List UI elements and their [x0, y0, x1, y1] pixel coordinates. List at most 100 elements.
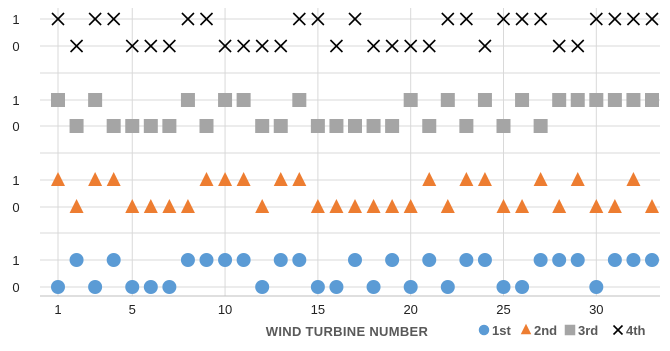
- point-1st-13: [273, 253, 288, 267]
- point-1st-14: [292, 253, 307, 267]
- point-2nd-6: [143, 199, 158, 213]
- point-2nd-10: [218, 172, 233, 186]
- legend-marker-3rd: [564, 324, 576, 336]
- point-4th-6: [144, 39, 158, 53]
- point-3rd-22: [440, 93, 455, 107]
- point-2nd-18: [366, 199, 381, 213]
- point-2nd-32: [626, 172, 641, 186]
- point-3rd-6: [143, 119, 158, 133]
- y-tick-label: 1: [12, 12, 19, 27]
- point-4th-8: [181, 12, 195, 26]
- point-2nd-2: [69, 199, 84, 213]
- point-3rd-4: [106, 119, 121, 133]
- point-3rd-1: [51, 93, 65, 107]
- point-2nd-28: [552, 199, 567, 213]
- x-tick-label: 10: [218, 302, 232, 317]
- point-4th-29: [571, 39, 585, 53]
- point-1st-8: [180, 253, 195, 267]
- point-1st-6: [143, 280, 158, 294]
- x-axis-title: WIND TURBINE NUMBER: [266, 324, 429, 339]
- point-4th-27: [534, 12, 548, 26]
- point-4th-5: [125, 39, 139, 53]
- point-3rd-25: [496, 119, 511, 133]
- x-tick-labels: 1 5 10 15 20 25 30: [54, 302, 603, 317]
- point-4th-33: [645, 12, 659, 26]
- point-3rd-21: [422, 119, 437, 133]
- x-tick-label: 5: [129, 302, 136, 317]
- point-2nd-17: [348, 199, 362, 213]
- point-1st-19: [385, 253, 400, 267]
- point-4th-22: [441, 12, 455, 26]
- point-4th-18: [366, 39, 381, 53]
- point-3rd-7: [162, 119, 177, 133]
- point-4th-12: [255, 39, 269, 53]
- point-1st-9: [199, 253, 214, 267]
- point-4th-11: [237, 39, 251, 53]
- point-1st-17: [348, 253, 362, 267]
- point-2nd-21: [422, 172, 437, 186]
- series-2nd: [51, 172, 659, 213]
- point-2nd-12: [255, 199, 270, 213]
- point-3rd-3: [88, 93, 103, 107]
- point-4th-19: [385, 39, 399, 53]
- point-1st-4: [106, 253, 121, 267]
- point-2nd-33: [645, 199, 659, 213]
- point-3rd-10: [218, 93, 233, 107]
- x-tick-label: 20: [403, 302, 417, 317]
- point-1st-30: [589, 280, 604, 294]
- point-1st-28: [552, 253, 567, 267]
- point-2nd-27: [533, 172, 548, 186]
- point-1st-23: [459, 253, 474, 267]
- point-2nd-23: [459, 172, 474, 186]
- point-2nd-29: [570, 172, 585, 186]
- x-tick-label: 30: [589, 302, 603, 317]
- point-3rd-28: [552, 93, 567, 107]
- x-tick-label: 15: [311, 302, 325, 317]
- point-2nd-14: [292, 172, 307, 186]
- data-points: [51, 12, 659, 294]
- y-tick-label: 0: [12, 39, 19, 54]
- point-4th-30: [589, 12, 603, 26]
- point-4th-3: [88, 12, 102, 26]
- point-1st-12: [255, 280, 270, 294]
- point-2nd-30: [589, 199, 604, 213]
- series-3rd: [51, 93, 659, 133]
- point-3rd-2: [69, 119, 84, 133]
- legend-marker-1st: [478, 324, 490, 336]
- legend-label-2nd: 2nd: [534, 323, 557, 338]
- point-4th-17: [348, 12, 362, 26]
- point-3rd-20: [403, 93, 418, 107]
- point-4th-7: [162, 39, 176, 53]
- point-3rd-8: [180, 93, 195, 107]
- point-4th-24: [478, 39, 492, 53]
- point-4th-10: [218, 39, 232, 53]
- point-3rd-16: [329, 119, 344, 133]
- point-2nd-20: [403, 199, 418, 213]
- point-2nd-16: [329, 199, 344, 213]
- point-1st-10: [218, 253, 233, 267]
- y-tick-label: 0: [12, 119, 19, 134]
- point-1st-2: [69, 253, 84, 267]
- point-2nd-24: [477, 172, 492, 186]
- point-4th-32: [626, 12, 641, 26]
- point-1st-26: [515, 280, 530, 294]
- point-4th-4: [107, 12, 121, 26]
- point-4th-13: [274, 39, 288, 53]
- point-1st-18: [366, 280, 381, 294]
- y-tick-label: 1: [12, 173, 19, 188]
- point-1st-16: [329, 280, 344, 294]
- point-3rd-17: [348, 119, 362, 133]
- point-2nd-8: [180, 199, 195, 213]
- point-3rd-13: [273, 119, 288, 133]
- point-2nd-19: [385, 199, 400, 213]
- y-tick-label: 0: [12, 280, 19, 295]
- point-1st-3: [88, 280, 103, 294]
- legend-label-3rd: 3rd: [578, 323, 598, 338]
- point-2nd-13: [273, 172, 288, 186]
- point-3rd-30: [589, 93, 604, 107]
- point-1st-22: [440, 280, 455, 294]
- legend-marker-4th: [612, 324, 624, 336]
- point-2nd-1: [51, 172, 65, 186]
- legend-marker-2nd: [520, 323, 532, 335]
- point-3rd-29: [570, 93, 585, 107]
